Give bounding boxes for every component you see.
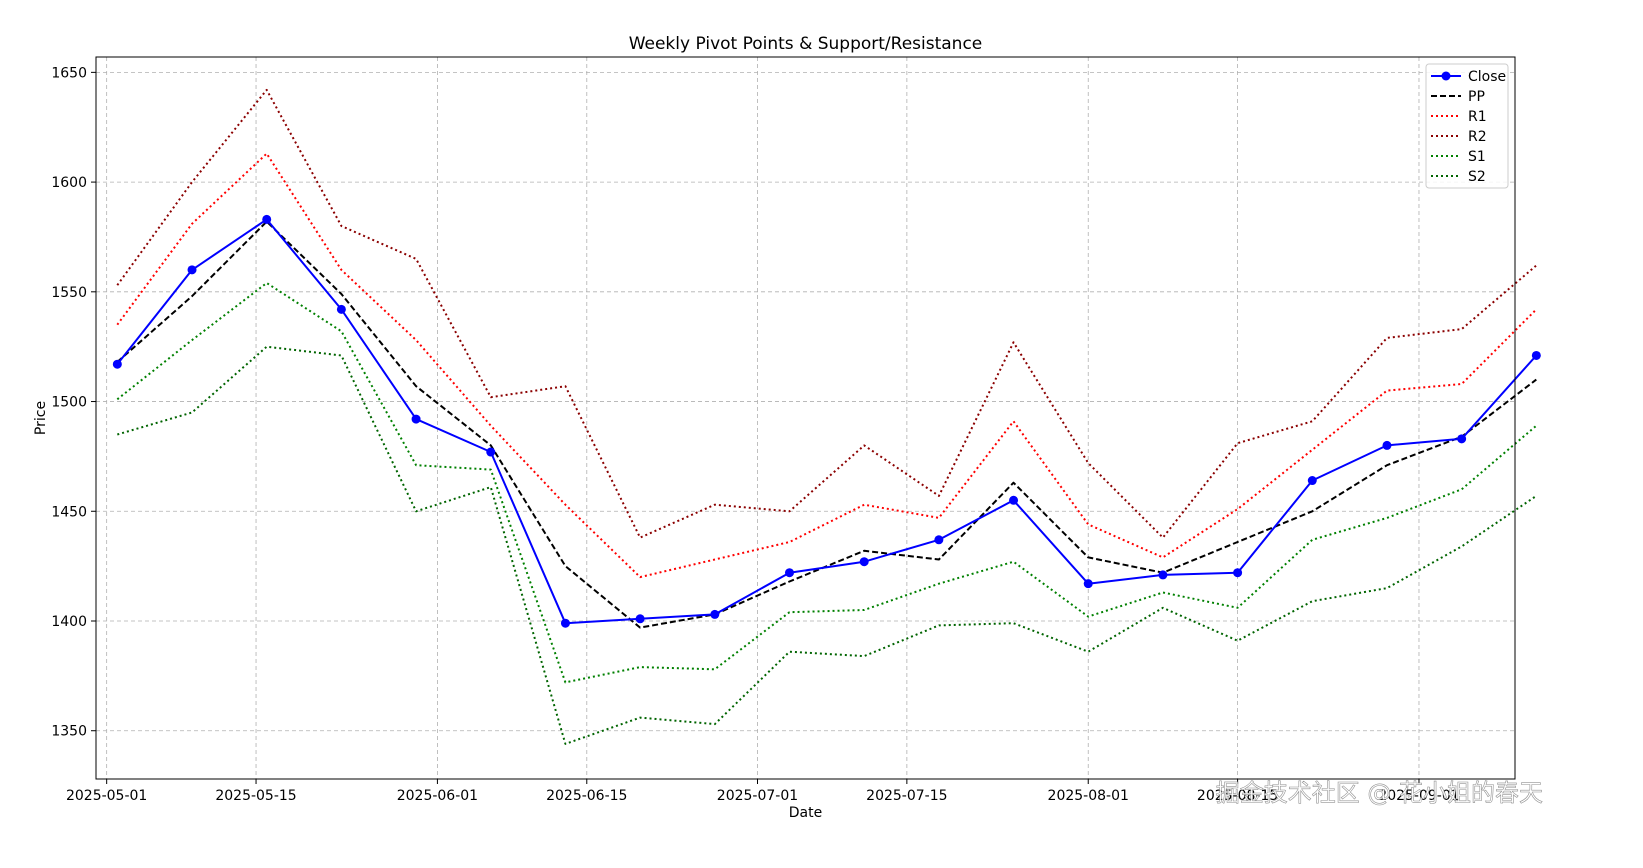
legend-label-s1: S1 bbox=[1468, 149, 1486, 165]
x-tick-label: 2025-08-15 bbox=[1197, 788, 1278, 804]
close-point bbox=[112, 359, 122, 369]
series-line-r1 bbox=[116, 152, 1538, 579]
legend: Close PP R1 R2 S1 S2 bbox=[1425, 63, 1509, 189]
y-tick-label: 1450 bbox=[51, 504, 87, 520]
legend-label-r2: R2 bbox=[1468, 129, 1487, 145]
chart-title: Weekly Pivot Points & Support/Resistance bbox=[629, 34, 983, 54]
close-point bbox=[1083, 579, 1093, 589]
close-point bbox=[336, 304, 346, 314]
x-tick-label: 2025-09-01 bbox=[1378, 788, 1459, 804]
close-point bbox=[859, 557, 869, 567]
legend-label-s2: S2 bbox=[1468, 169, 1486, 185]
close-point bbox=[1233, 568, 1243, 578]
close-point bbox=[1382, 440, 1392, 450]
close-point bbox=[187, 265, 197, 275]
legend-label-pp: PP bbox=[1468, 89, 1485, 105]
watermark-text: 掘金技术社区 @ 花小姐的春天 bbox=[1216, 779, 1543, 807]
x-tick-label: 2025-08-01 bbox=[1048, 788, 1129, 804]
close-point bbox=[1009, 495, 1019, 505]
close-point bbox=[1457, 434, 1467, 444]
x-tick-label: 2025-07-01 bbox=[717, 788, 798, 804]
close-point bbox=[784, 568, 794, 578]
close-point bbox=[262, 214, 272, 224]
y-tick-label: 1350 bbox=[51, 724, 87, 740]
series-line-close bbox=[116, 218, 1538, 625]
y-tick-label: 1400 bbox=[51, 614, 87, 630]
plot-frame bbox=[95, 56, 1516, 780]
close-point bbox=[1531, 350, 1541, 360]
close-point bbox=[635, 614, 645, 624]
x-axis-label: Date bbox=[789, 805, 822, 821]
x-tick-label: 2025-06-15 bbox=[546, 788, 627, 804]
x-tick-label: 2025-05-01 bbox=[66, 788, 147, 804]
close-point bbox=[411, 414, 421, 424]
y-tick-label: 1600 bbox=[51, 175, 87, 191]
series-line-r2 bbox=[116, 88, 1537, 539]
y-tick-label: 1550 bbox=[51, 285, 87, 301]
y-tick-label: 1650 bbox=[51, 65, 87, 81]
close-point bbox=[710, 609, 720, 619]
close-point bbox=[934, 535, 944, 545]
close-point bbox=[1158, 570, 1168, 580]
x-tick-label: 2025-07-15 bbox=[866, 788, 947, 804]
y-tick-label: 1500 bbox=[51, 395, 87, 411]
axes: 2025-05-01 2025-05-15 2025-06-01 2025-06-15… bbox=[51, 65, 1459, 804]
series-line-pp bbox=[116, 220, 1537, 629]
grid bbox=[96, 57, 1515, 779]
x-tick-label: 2025-05-15 bbox=[215, 788, 296, 804]
legend-label-close: Close bbox=[1468, 69, 1506, 85]
close-point bbox=[560, 618, 570, 628]
series-line-s1 bbox=[116, 282, 1537, 684]
close-point bbox=[1307, 476, 1317, 486]
legend-label-r1: R1 bbox=[1468, 109, 1487, 125]
series-line-s2 bbox=[117, 345, 1537, 745]
y-axis-label: Price bbox=[33, 401, 49, 435]
x-tick-label: 2025-06-01 bbox=[397, 788, 478, 804]
series-layer bbox=[112, 88, 1541, 745]
close-point bbox=[486, 447, 496, 457]
legend-marker bbox=[1441, 71, 1451, 81]
